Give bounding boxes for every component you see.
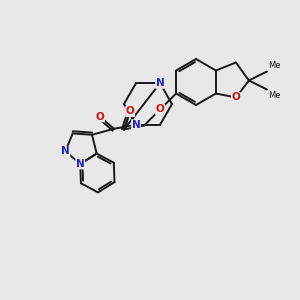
Text: O: O (96, 112, 104, 122)
Text: O: O (126, 106, 134, 116)
Text: Me: Me (268, 91, 280, 100)
Text: N: N (61, 146, 70, 156)
Text: O: O (232, 92, 240, 103)
Text: N: N (156, 78, 164, 88)
Text: O: O (156, 104, 164, 115)
Text: Me: Me (268, 61, 280, 70)
Text: N: N (76, 159, 85, 169)
Text: N: N (132, 120, 140, 130)
